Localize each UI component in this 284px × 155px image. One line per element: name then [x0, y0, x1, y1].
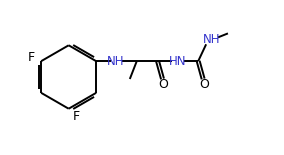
- Text: O: O: [199, 78, 209, 91]
- Text: NH: NH: [107, 55, 125, 68]
- Text: NH: NH: [203, 33, 221, 46]
- Text: F: F: [28, 51, 35, 64]
- Text: O: O: [158, 78, 168, 91]
- Text: HN: HN: [169, 55, 186, 68]
- Text: F: F: [73, 110, 80, 123]
